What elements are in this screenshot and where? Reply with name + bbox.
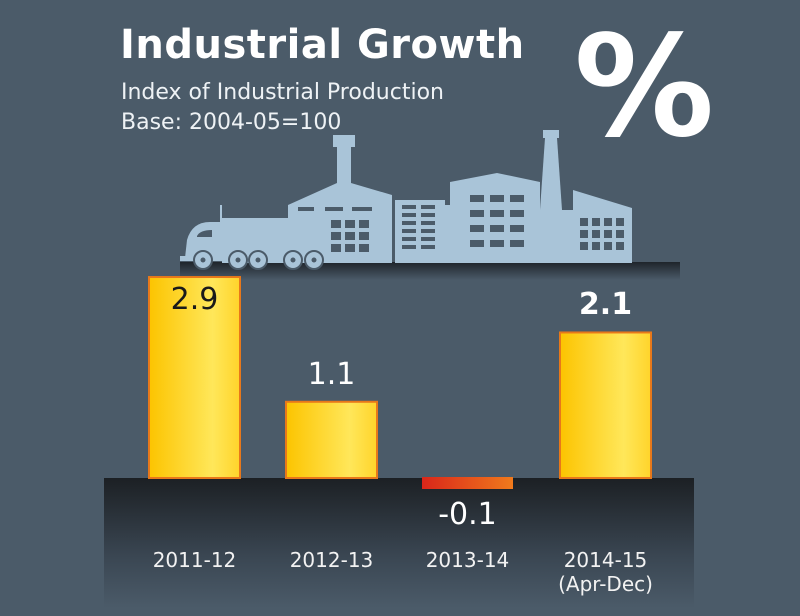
factory-shadow <box>180 262 680 280</box>
factory-windows <box>197 195 624 252</box>
chart-base-note: Base: 2004-05=100 <box>121 110 342 135</box>
category-name: 2014-15 <box>563 548 648 572</box>
category-label: 2013-14 <box>398 548 538 572</box>
truck-wheels <box>193 250 324 270</box>
bar-2014-15 <box>559 331 652 479</box>
value-label: 2.9 <box>170 282 219 318</box>
bar-2011-12 <box>148 276 241 479</box>
category-label: 2014-15 (Apr-Dec) <box>536 548 676 596</box>
chart-subtitle: Index of Industrial Production <box>121 80 444 105</box>
percent-symbol: % <box>574 6 715 169</box>
category-label: 2012-13 <box>262 548 402 572</box>
value-label: 1.1 <box>307 356 356 392</box>
chart-title: Industrial Growth <box>120 22 525 68</box>
value-label: -0.1 <box>438 497 497 532</box>
category-note: (Apr-Dec) <box>558 572 653 596</box>
category-name: 2012-13 <box>289 548 374 572</box>
value-label: 2.1 <box>578 287 633 323</box>
bar-2012-13 <box>285 400 378 479</box>
baseline-band <box>104 478 694 608</box>
category-name: 2013-14 <box>425 548 510 572</box>
category-label: 2011-12 <box>125 548 265 572</box>
bar-2013-14 <box>422 477 513 489</box>
category-name: 2011-12 <box>152 548 237 572</box>
